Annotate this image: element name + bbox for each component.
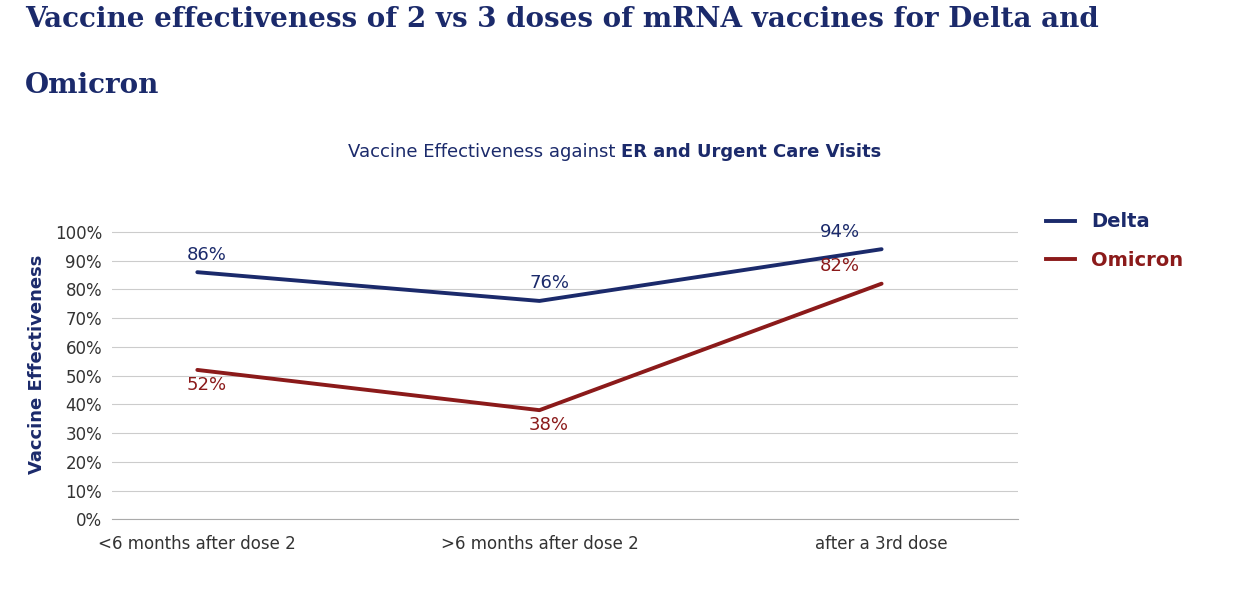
- Text: 82%: 82%: [820, 257, 859, 275]
- Text: ER and Urgent Care Visits: ER and Urgent Care Visits: [621, 143, 882, 161]
- Text: 94%: 94%: [820, 223, 861, 241]
- Legend: Delta, Omicron: Delta, Omicron: [1046, 213, 1184, 270]
- Text: 38%: 38%: [529, 416, 569, 434]
- Text: Vaccine effectiveness of 2 vs 3 doses of mRNA vaccines for Delta and: Vaccine effectiveness of 2 vs 3 doses of…: [25, 6, 1099, 33]
- Text: 76%: 76%: [529, 274, 569, 293]
- Y-axis label: Vaccine Effectiveness: Vaccine Effectiveness: [29, 254, 46, 474]
- Text: 52%: 52%: [188, 376, 227, 393]
- Text: Omicron: Omicron: [25, 72, 159, 99]
- Text: Vaccine Effectiveness against: Vaccine Effectiveness against: [348, 143, 621, 161]
- Text: 86%: 86%: [188, 245, 227, 263]
